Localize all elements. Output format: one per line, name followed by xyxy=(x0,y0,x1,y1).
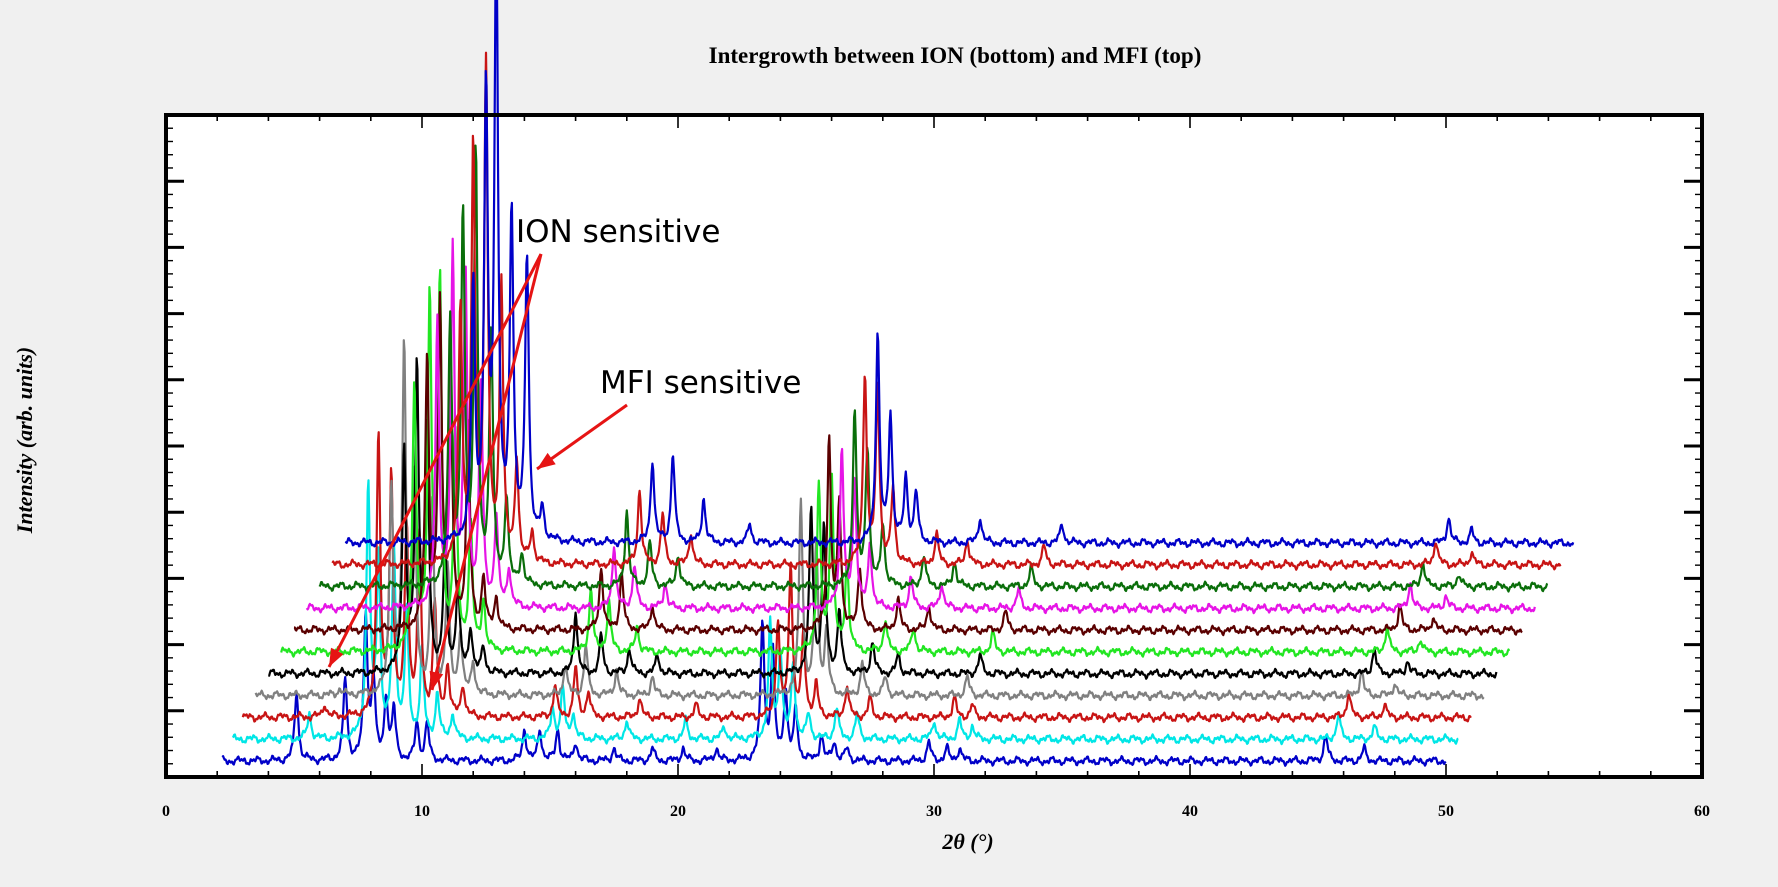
series-6-line xyxy=(280,268,1511,658)
series-3-line xyxy=(241,431,1472,724)
x-tick-label: 30 xyxy=(926,803,942,820)
x-tick-label: 50 xyxy=(1438,803,1454,820)
chart-title: Intergrowth between ION (bottom) and MFI… xyxy=(709,43,1202,68)
x-tick-label: 40 xyxy=(1182,803,1198,820)
x-tick-labels: 0 10 20 30 40 50 60 xyxy=(162,803,1710,820)
series-2-line xyxy=(231,479,1459,746)
x-axis-title: 2θ (°) xyxy=(941,829,993,854)
series-5-line xyxy=(268,357,1498,680)
series-11-line xyxy=(344,0,1575,549)
x-tick-label: 20 xyxy=(670,803,686,820)
annotation-arrow-head xyxy=(329,647,344,667)
annotation-arrow xyxy=(536,403,628,471)
x-tick-label: 0 xyxy=(162,803,170,820)
annotation-ion-sensitive: ION sensitive xyxy=(516,214,720,250)
y-axis-title: Intensity (arb. units) xyxy=(12,347,37,534)
annotation-arrow-head xyxy=(429,670,444,690)
annotation-mfi-sensitive: MFI sensitive xyxy=(600,365,801,401)
annotation-arrow xyxy=(327,253,543,668)
series-9-line xyxy=(318,144,1549,593)
annotation-arrow xyxy=(430,253,543,691)
series-10-line xyxy=(331,51,1562,571)
series-7-line xyxy=(293,291,1523,637)
annotation-arrow-head xyxy=(537,452,556,469)
x-tick-label: 60 xyxy=(1694,803,1710,820)
series-8-line xyxy=(305,237,1536,615)
x-tick-label: 10 xyxy=(414,803,430,820)
series-1-line xyxy=(221,609,1447,767)
series-group xyxy=(221,0,1575,767)
annotations-group: ION sensitive MFI sensitive xyxy=(327,214,801,691)
plot-frame xyxy=(164,113,1704,779)
